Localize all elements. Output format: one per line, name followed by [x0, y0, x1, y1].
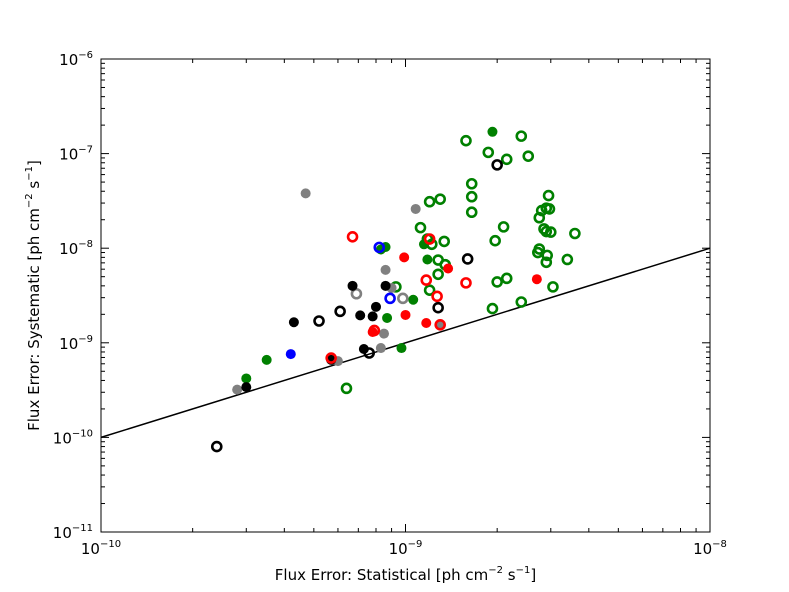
data-point-filled [399, 252, 410, 263]
data-point-filled [241, 382, 252, 393]
plot-area [100, 126, 711, 453]
data-point-open [363, 347, 376, 359]
data-point-open [540, 225, 553, 238]
data-point-filled [261, 354, 272, 365]
data-point-open [434, 193, 446, 205]
data-point-filled [300, 188, 311, 199]
data-point-filled [422, 254, 433, 265]
data-point-filled [400, 309, 411, 320]
data-point-open [541, 249, 554, 262]
data-point-filled [355, 310, 366, 321]
data-point-open [544, 226, 557, 238]
data-point-open [460, 277, 472, 289]
data-point-open [423, 284, 436, 296]
data-point-open [384, 292, 396, 305]
data-point-filled [358, 343, 369, 354]
data-point-open [465, 206, 478, 219]
data-point-open [569, 227, 581, 240]
data-point-open [414, 221, 427, 234]
data-point-open [368, 324, 381, 337]
data-point-filled [396, 343, 407, 354]
reference-line [100, 247, 711, 439]
y-tick-label: 10−7 [59, 145, 93, 164]
data-point-filled [379, 328, 390, 339]
data-point-filled [232, 384, 243, 395]
data-point-open [482, 146, 495, 159]
data-point-filled [367, 311, 378, 322]
data-point-filled [380, 280, 391, 291]
data-point-open [334, 305, 346, 318]
y-tick-label: 10−11 [53, 523, 93, 542]
data-point-open [497, 221, 510, 233]
y-tick-label: 10−6 [59, 50, 93, 69]
data-point-open [432, 301, 444, 314]
x-tick-label: 10−9 [389, 539, 423, 558]
data-point-open [561, 253, 574, 266]
x-tick-label: 10−10 [81, 539, 121, 558]
data-point-open [461, 253, 474, 265]
y-tick-label: 10−8 [59, 239, 93, 258]
data-point-open [420, 274, 433, 286]
data-point-open [431, 290, 443, 303]
data-point-open [423, 233, 436, 245]
data-point-open [340, 382, 353, 395]
data-point-open [486, 302, 499, 315]
data-point-filled [443, 263, 454, 274]
data-point-open [432, 268, 444, 281]
data-point-filled [531, 274, 542, 285]
data-point-filled [408, 294, 419, 305]
data-point-open [489, 234, 501, 247]
data-point-filled [288, 317, 299, 328]
data-point-filled [421, 317, 432, 328]
data-point-filled [285, 349, 296, 360]
y-tick-label: 10−10 [53, 428, 93, 447]
data-point-open [515, 296, 528, 308]
data-point-open [210, 440, 223, 453]
data-point-open [350, 287, 363, 300]
data-point-filled [380, 264, 391, 275]
data-point-open [313, 315, 325, 327]
data-point-open [346, 230, 359, 243]
data-point-open [491, 276, 503, 288]
data-point-open [465, 190, 478, 203]
data-point-open [515, 130, 528, 142]
data-point-open [438, 235, 451, 248]
x-axis-label: Flux Error: Statistical [ph cm−2 s−1] [275, 565, 536, 584]
data-point-filled [370, 301, 381, 312]
data-point-filled [410, 203, 421, 214]
data-point-open [434, 318, 446, 331]
data-point-open [547, 281, 559, 293]
data-points [210, 126, 581, 453]
data-point-open [500, 272, 513, 285]
y-axis-label: Flux Error: Systematic [ph cm−2 s−1] [24, 160, 43, 431]
data-point-open [542, 189, 555, 202]
y-tick-label: 10−9 [59, 334, 93, 353]
data-point-open [465, 177, 478, 190]
data-point-filled [382, 312, 393, 323]
data-point-open [491, 159, 503, 171]
data-point-open [522, 150, 535, 162]
data-point-open [397, 292, 409, 305]
x-tick-label: 10−8 [693, 539, 727, 558]
data-point-open [500, 153, 513, 166]
data-point-open [460, 134, 472, 147]
data-point-open [533, 211, 546, 224]
data-point-filled [241, 373, 252, 384]
data-point-filled [375, 343, 386, 354]
data-point-open [373, 241, 386, 254]
data-point-open [423, 195, 436, 208]
data-point-open [540, 256, 553, 269]
data-point-filled [487, 126, 498, 137]
data-point-open [325, 352, 337, 364]
data-point-filled [347, 280, 358, 291]
